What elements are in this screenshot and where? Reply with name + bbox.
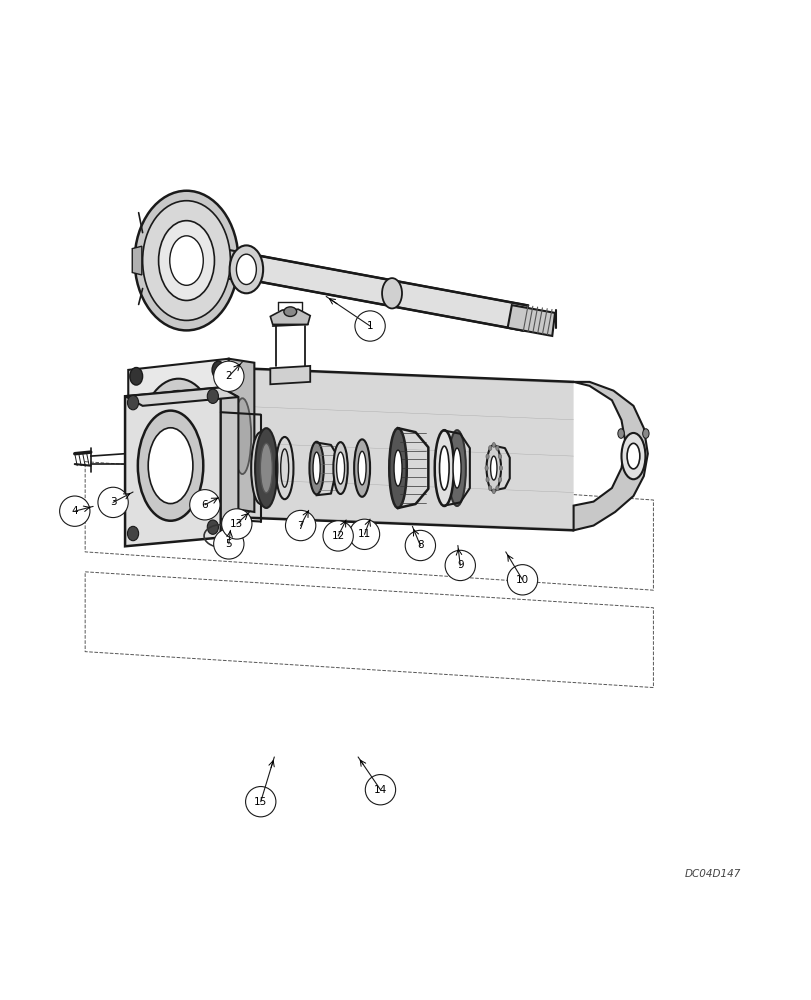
Ellipse shape <box>309 442 324 494</box>
Ellipse shape <box>382 278 401 308</box>
Ellipse shape <box>230 245 263 293</box>
Ellipse shape <box>485 477 488 482</box>
Polygon shape <box>270 366 310 384</box>
Polygon shape <box>221 387 238 547</box>
Polygon shape <box>573 382 647 530</box>
Ellipse shape <box>127 526 139 541</box>
Text: 5: 5 <box>225 539 232 549</box>
Polygon shape <box>255 256 527 331</box>
Text: 2: 2 <box>225 371 232 381</box>
Ellipse shape <box>207 389 218 403</box>
Circle shape <box>190 490 220 520</box>
Text: DC04D147: DC04D147 <box>684 869 740 879</box>
Ellipse shape <box>143 201 230 320</box>
Ellipse shape <box>131 497 144 514</box>
Ellipse shape <box>260 443 272 493</box>
Circle shape <box>213 361 243 391</box>
Ellipse shape <box>336 452 344 484</box>
Polygon shape <box>270 309 310 324</box>
Text: 1: 1 <box>367 321 373 331</box>
Ellipse shape <box>234 398 251 474</box>
Text: 8: 8 <box>417 540 423 550</box>
Polygon shape <box>229 359 242 518</box>
Circle shape <box>365 775 395 805</box>
Ellipse shape <box>312 452 320 484</box>
Text: 6: 6 <box>201 500 208 510</box>
Circle shape <box>59 496 90 526</box>
Ellipse shape <box>498 477 501 482</box>
Text: 10: 10 <box>515 575 529 585</box>
Text: 4: 4 <box>71 506 78 516</box>
Ellipse shape <box>488 486 491 491</box>
Polygon shape <box>128 359 229 520</box>
Ellipse shape <box>439 446 448 490</box>
Circle shape <box>213 529 243 559</box>
Circle shape <box>444 550 475 581</box>
Circle shape <box>349 519 380 549</box>
Ellipse shape <box>496 446 499 450</box>
Ellipse shape <box>620 433 645 479</box>
Ellipse shape <box>251 432 270 504</box>
Text: 7: 7 <box>297 521 303 531</box>
Ellipse shape <box>212 361 225 379</box>
Ellipse shape <box>498 454 501 459</box>
Ellipse shape <box>207 520 218 534</box>
Circle shape <box>405 530 435 561</box>
Ellipse shape <box>434 430 453 506</box>
Ellipse shape <box>140 379 217 497</box>
Ellipse shape <box>255 445 266 491</box>
Ellipse shape <box>642 429 648 438</box>
Ellipse shape <box>135 191 238 330</box>
Text: 11: 11 <box>358 529 371 539</box>
Polygon shape <box>507 305 555 336</box>
Ellipse shape <box>388 428 406 508</box>
Text: 9: 9 <box>457 560 463 570</box>
Text: 3: 3 <box>109 497 116 507</box>
Ellipse shape <box>358 451 366 485</box>
Ellipse shape <box>485 454 488 459</box>
Polygon shape <box>125 387 238 406</box>
Text: 15: 15 <box>254 797 267 807</box>
Ellipse shape <box>148 428 193 504</box>
Text: 14: 14 <box>373 785 387 795</box>
Ellipse shape <box>138 411 203 521</box>
Ellipse shape <box>158 221 214 300</box>
Ellipse shape <box>491 443 495 447</box>
Ellipse shape <box>486 445 500 491</box>
Circle shape <box>323 521 353 551</box>
Ellipse shape <box>354 439 370 497</box>
Circle shape <box>221 509 251 539</box>
Ellipse shape <box>626 443 639 469</box>
Ellipse shape <box>284 307 296 316</box>
Ellipse shape <box>333 442 347 494</box>
Text: 13: 13 <box>230 519 243 529</box>
Polygon shape <box>242 368 573 530</box>
Polygon shape <box>132 246 142 275</box>
Ellipse shape <box>484 466 487 470</box>
Ellipse shape <box>617 429 624 438</box>
Ellipse shape <box>491 489 495 494</box>
Polygon shape <box>125 387 221 546</box>
Ellipse shape <box>496 486 499 491</box>
Circle shape <box>245 787 276 817</box>
Circle shape <box>285 510 315 541</box>
Ellipse shape <box>127 395 139 410</box>
Ellipse shape <box>212 491 225 509</box>
Ellipse shape <box>149 391 207 485</box>
Ellipse shape <box>393 450 401 486</box>
Ellipse shape <box>448 430 466 506</box>
Ellipse shape <box>490 456 496 480</box>
Ellipse shape <box>453 448 461 488</box>
Circle shape <box>98 487 128 518</box>
Polygon shape <box>229 359 254 512</box>
Circle shape <box>354 311 384 341</box>
Text: 12: 12 <box>331 531 345 541</box>
Circle shape <box>507 565 537 595</box>
Ellipse shape <box>499 466 502 470</box>
Ellipse shape <box>130 368 143 385</box>
Ellipse shape <box>236 254 256 285</box>
Ellipse shape <box>169 236 203 285</box>
Ellipse shape <box>488 446 491 450</box>
Ellipse shape <box>255 428 277 508</box>
